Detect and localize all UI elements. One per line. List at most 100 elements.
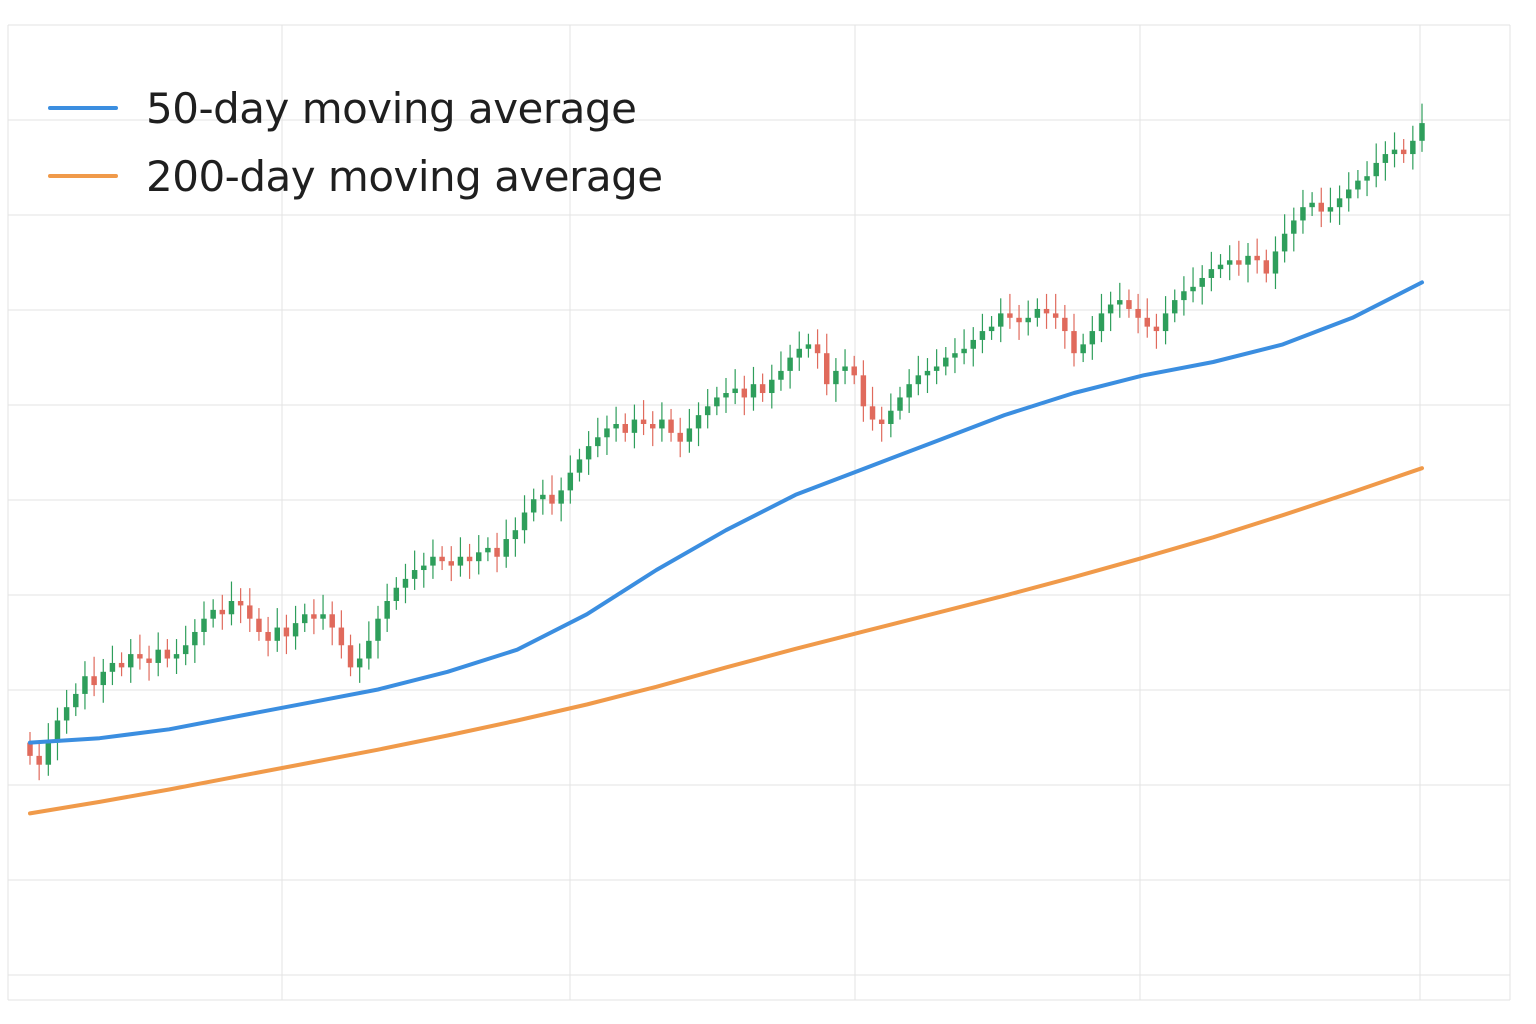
legend-label-ma200: 200-day moving average: [146, 151, 663, 201]
candle-down: [1071, 331, 1077, 354]
candle-up: [595, 437, 601, 447]
candle-up: [393, 587, 400, 601]
candle-up: [961, 348, 967, 354]
candle-up: [173, 654, 180, 659]
candle-down: [1052, 313, 1059, 318]
candle-up: [356, 658, 363, 668]
candle-up: [530, 499, 537, 513]
candle-up: [1419, 123, 1425, 141]
candle-down: [448, 561, 454, 566]
candle-down: [36, 755, 42, 765]
candle-up: [613, 424, 619, 429]
candle-up: [320, 614, 326, 619]
candle-up: [769, 379, 775, 394]
candle-up: [943, 357, 949, 367]
candle-up: [1382, 154, 1389, 163]
candle-up: [1199, 277, 1205, 287]
candle-up: [100, 671, 106, 686]
candle-up: [1346, 189, 1352, 199]
ma50-line: [28, 280, 1424, 745]
candle-up: [384, 601, 390, 619]
candle-up: [73, 693, 79, 708]
candle-down: [814, 344, 821, 354]
candle-down: [741, 388, 748, 398]
candle-up: [723, 393, 729, 398]
candle-up: [521, 512, 528, 531]
candle-up: [659, 419, 665, 429]
legend: 50-day moving average 200-day moving ave…: [48, 74, 663, 210]
candle-up: [512, 530, 519, 540]
candle-down: [494, 547, 500, 557]
candle-up: [1364, 176, 1370, 181]
candle-up: [915, 375, 922, 385]
candle-up: [1080, 344, 1086, 354]
candle-down: [137, 654, 143, 659]
candle-up: [375, 618, 381, 641]
candle-down: [1043, 308, 1050, 314]
candle-down: [329, 614, 335, 628]
candle-up: [302, 614, 308, 624]
ma200-line: [28, 466, 1424, 816]
candle-up: [292, 623, 299, 637]
candle-down: [824, 353, 830, 385]
candle-up: [63, 707, 70, 721]
candle-up: [906, 384, 912, 398]
candle-down: [91, 676, 97, 686]
candle-down: [549, 494, 555, 504]
candle-up: [503, 539, 509, 557]
candle-up: [888, 410, 894, 424]
candle-up: [485, 547, 491, 553]
candlesticks: [27, 103, 1425, 781]
candle-up: [796, 348, 802, 358]
candle-up: [1217, 264, 1224, 270]
candle-up: [1089, 331, 1096, 345]
candle-up: [970, 339, 976, 349]
candle-up: [82, 676, 88, 694]
candle-up: [210, 609, 216, 619]
candle-up: [1190, 286, 1196, 292]
candle-down: [347, 645, 354, 668]
candle-down: [118, 662, 125, 668]
candle-up: [109, 662, 116, 672]
candle-down: [1135, 308, 1141, 318]
candle-up: [695, 415, 702, 429]
candle-up: [54, 720, 61, 743]
candle-down: [1153, 326, 1160, 332]
candle-up: [897, 397, 903, 411]
candle-up: [833, 370, 839, 385]
candle-up: [924, 370, 931, 376]
candle-down: [878, 419, 885, 424]
legend-swatch-ma200: [48, 174, 118, 178]
candle-up: [1181, 291, 1187, 301]
candle-down: [247, 605, 253, 619]
candle-up: [155, 649, 161, 663]
candle-down: [311, 614, 317, 619]
candle-up: [842, 366, 848, 371]
candle-up: [1355, 180, 1361, 190]
candle-down: [265, 631, 271, 641]
legend-swatch-ma50: [48, 106, 118, 110]
candle-up: [778, 370, 784, 380]
candle-up: [411, 570, 418, 579]
candle-up: [1336, 198, 1343, 208]
candle-down: [256, 618, 262, 632]
candle-up: [988, 326, 995, 332]
candle-up: [998, 313, 1004, 327]
candle-down: [146, 658, 152, 663]
candle-up: [1208, 269, 1215, 278]
candle-down: [640, 419, 647, 424]
candle-up: [1281, 233, 1288, 252]
candle-up: [1172, 300, 1178, 314]
candle-down: [1126, 300, 1132, 309]
candle-up: [585, 446, 592, 460]
candle-up: [1391, 149, 1398, 155]
candle-up: [750, 384, 757, 398]
candle-down: [759, 384, 766, 394]
candle-up: [476, 552, 482, 562]
candle-down: [466, 556, 473, 562]
candle-down: [1236, 260, 1242, 265]
candle-up: [1327, 207, 1334, 212]
candle-up: [1162, 313, 1169, 332]
